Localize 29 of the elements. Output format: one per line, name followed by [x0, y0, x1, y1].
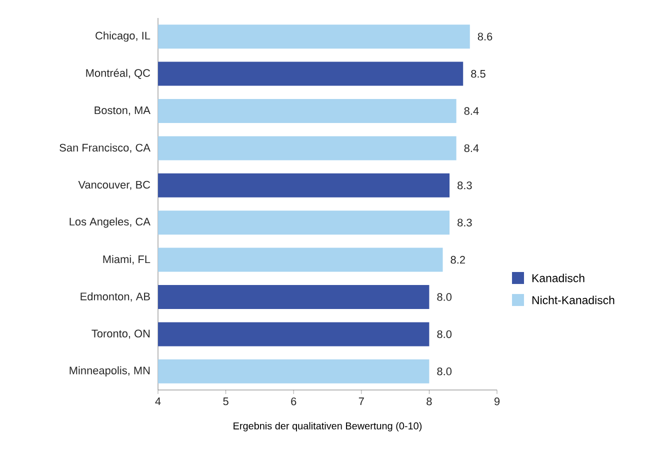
- x-tick-label: 9: [494, 398, 500, 406]
- x-axis-title: Ergebnis der qualitativen Bewertung (0-10): [234, 422, 422, 432]
- x-tick-label: 7: [358, 398, 364, 406]
- data-label: 8.4: [464, 107, 479, 115]
- data-label: 8.2: [450, 256, 465, 264]
- x-tick-label: 4: [155, 398, 161, 406]
- y-tick-label: Edmonton, AB: [80, 292, 150, 302]
- data-label: 8.3: [458, 218, 472, 226]
- data-label: 8.0: [437, 330, 452, 338]
- y-tick-label: Montréal, QC: [86, 68, 150, 79]
- data-label: 8.3: [458, 182, 472, 190]
- data-label: 8.0: [437, 368, 452, 376]
- data-label: 8.6: [478, 32, 492, 40]
- y-tick-label: Minneapolis, MN: [70, 366, 150, 376]
- y-tick-label: Vancouver, BC: [78, 180, 150, 190]
- data-label: 8.4: [464, 144, 479, 152]
- x-tick-label: 6: [291, 398, 296, 406]
- y-tick-label: Toronto, ON: [92, 330, 150, 339]
- legend-label: Kanadisch: [532, 274, 584, 282]
- y-tick-label: Los Angeles, CA: [70, 217, 150, 228]
- x-tick-label: 5: [223, 398, 228, 406]
- y-tick-label: Boston, MA: [94, 106, 150, 116]
- y-tick-label: San Francisco, CA: [60, 144, 150, 153]
- legend-label: Nicht-Kanadisch: [532, 296, 614, 304]
- y-tick-label: Miami, FL: [103, 255, 150, 264]
- x-tick-label: 8: [426, 398, 432, 406]
- y-tick-label: Chicago, IL: [96, 31, 150, 42]
- data-label: 8.5: [471, 70, 486, 78]
- data-label: 8.0: [437, 293, 452, 301]
